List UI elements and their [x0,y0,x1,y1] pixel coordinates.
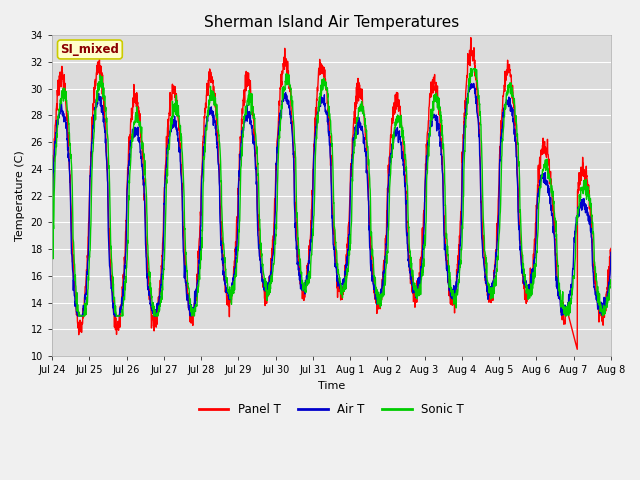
Sonic T [495,246,502,252]
Sonic T [75,313,83,319]
Sonic T [360,113,368,119]
Legend: Panel T, Air T, Sonic T: Panel T, Air T, Sonic T [194,398,469,420]
Line: Panel T: Panel T [52,37,611,349]
Panel T [494,209,502,215]
Panel T [348,161,355,167]
Air T [74,313,81,319]
Air T [558,312,566,318]
Sonic T [573,214,581,220]
Air T [348,157,356,163]
Sonic T [607,277,614,283]
Air T [204,112,212,118]
Air T [573,214,581,219]
Air T [607,250,614,255]
Sonic T [558,300,566,305]
Panel T [467,35,475,40]
Panel T [573,188,581,194]
Panel T [558,303,566,309]
Sonic T [467,66,474,72]
Panel T [607,246,614,252]
Sonic T [348,204,356,209]
Panel T [573,347,581,352]
Air T [48,166,56,172]
Panel T [204,93,212,98]
Air T [466,80,474,86]
X-axis label: Time: Time [318,381,345,391]
Sonic T [204,113,212,119]
Air T [495,218,502,224]
Y-axis label: Temperature (C): Temperature (C) [15,150,25,241]
Title: Sherman Island Air Temperatures: Sherman Island Air Temperatures [204,15,459,30]
Line: Sonic T: Sonic T [52,69,611,316]
Text: SI_mixed: SI_mixed [60,43,119,56]
Panel T [48,180,56,185]
Sonic T [48,153,56,158]
Air T [360,134,368,140]
Line: Air T: Air T [52,83,611,316]
Panel T [360,109,367,115]
